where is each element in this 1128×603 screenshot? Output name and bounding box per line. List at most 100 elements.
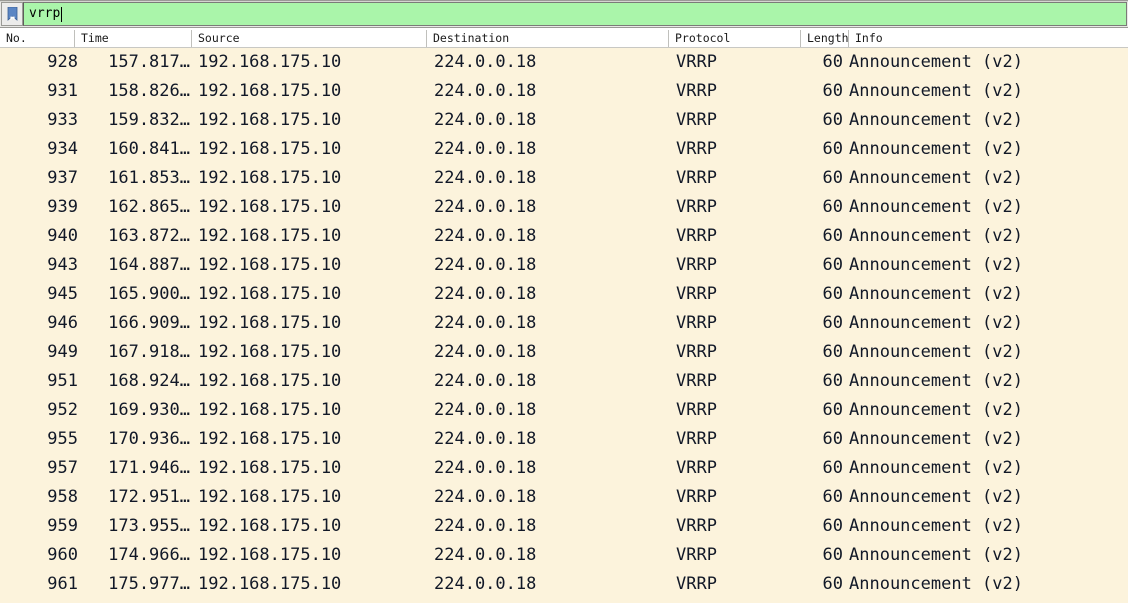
packet-cell-destination: 224.0.0.18 — [434, 110, 537, 130]
packet-row[interactable]: 939 162.865… 192.168.175.10 224.0.0.18 VRRP 6… — [0, 193, 1128, 222]
packet-row[interactable]: 934 160.841… 192.168.175.10 224.0.0.18 VRRP 6… — [0, 135, 1128, 164]
column-header-destination[interactable]: Destination — [426, 30, 668, 47]
packet-cell-info: Announcement (v2) — [849, 313, 1023, 333]
packet-cell-source: 192.168.175.10 — [198, 458, 342, 478]
packet-cell-length: 60 — [822, 487, 843, 507]
packet-cell-time: 159.832… — [108, 110, 190, 130]
packet-list-column-headers: No. Time Source Destination Protocol Len… — [0, 30, 1128, 48]
bookmark-icon-button[interactable] — [1, 2, 23, 26]
packet-cell-no: 940 — [47, 226, 78, 246]
packet-cell-time: 164.887… — [108, 255, 190, 275]
display-filter-input[interactable]: vrrp — [23, 2, 1127, 26]
packet-cell-info: Announcement (v2) — [849, 545, 1023, 565]
packet-row[interactable]: 951 168.924… 192.168.175.10 224.0.0.18 VRRP 6… — [0, 367, 1128, 396]
packet-cell-no: 928 — [47, 52, 78, 72]
packet-cell-no: 952 — [47, 400, 78, 420]
packet-cell-protocol: VRRP — [676, 313, 717, 333]
column-header-info[interactable]: Info — [848, 30, 1128, 47]
packet-row[interactable]: 957 171.946… 192.168.175.10 224.0.0.18 VRRP 6… — [0, 454, 1128, 483]
packet-cell-time: 174.966… — [108, 545, 190, 565]
packet-cell-destination: 224.0.0.18 — [434, 139, 537, 159]
packet-cell-time: 165.900… — [108, 284, 190, 304]
packet-cell-time: 161.853… — [108, 168, 190, 188]
packet-cell-source: 192.168.175.10 — [198, 197, 342, 217]
packet-cell-info: Announcement (v2) — [849, 516, 1023, 536]
column-header-length[interactable]: Length — [800, 30, 849, 47]
packet-cell-time: 167.918… — [108, 342, 190, 362]
packet-cell-length: 60 — [822, 574, 843, 594]
packet-row[interactable]: 943 164.887… 192.168.175.10 224.0.0.18 VRRP 6… — [0, 251, 1128, 280]
packet-cell-info: Announcement (v2) — [849, 110, 1023, 130]
packet-cell-source: 192.168.175.10 — [198, 516, 342, 536]
packet-cell-no: 959 — [47, 516, 78, 536]
packet-cell-source: 192.168.175.10 — [198, 110, 342, 130]
packet-cell-no: 946 — [47, 313, 78, 333]
packet-cell-info: Announcement (v2) — [849, 574, 1023, 594]
packet-row[interactable]: 959 173.955… 192.168.175.10 224.0.0.18 VRRP 6… — [0, 512, 1128, 541]
packet-cell-info: Announcement (v2) — [849, 52, 1023, 72]
column-header-no[interactable]: No. — [6, 31, 27, 45]
packet-row[interactable]: 945 165.900… 192.168.175.10 224.0.0.18 VRRP 6… — [0, 280, 1128, 309]
packet-cell-length: 60 — [822, 458, 843, 478]
packet-cell-length: 60 — [822, 516, 843, 536]
packet-list[interactable]: 928 157.817… 192.168.175.10 224.0.0.18 VRRP 6… — [0, 48, 1128, 603]
packet-cell-length: 60 — [822, 197, 843, 217]
packet-row[interactable]: 955 170.936… 192.168.175.10 224.0.0.18 VRRP 6… — [0, 425, 1128, 454]
packet-row[interactable]: 946 166.909… 192.168.175.10 224.0.0.18 VRRP 6… — [0, 309, 1128, 338]
packet-cell-time: 175.977… — [108, 574, 190, 594]
packet-cell-time: 158.826… — [108, 81, 190, 101]
packet-cell-protocol: VRRP — [676, 371, 717, 391]
column-header-protocol[interactable]: Protocol — [668, 30, 800, 47]
packet-cell-destination: 224.0.0.18 — [434, 487, 537, 507]
column-header-time[interactable]: Time — [74, 30, 191, 47]
packet-cell-time: 170.936… — [108, 429, 190, 449]
packet-cell-time: 172.951… — [108, 487, 190, 507]
packet-cell-length: 60 — [822, 168, 843, 188]
packet-cell-length: 60 — [822, 110, 843, 130]
packet-cell-source: 192.168.175.10 — [198, 255, 342, 275]
packet-cell-protocol: VRRP — [676, 168, 717, 188]
packet-cell-source: 192.168.175.10 — [198, 429, 342, 449]
packet-cell-info: Announcement (v2) — [849, 371, 1023, 391]
packet-cell-info: Announcement (v2) — [849, 197, 1023, 217]
packet-cell-length: 60 — [822, 429, 843, 449]
packet-row[interactable]: 952 169.930… 192.168.175.10 224.0.0.18 VRRP 6… — [0, 396, 1128, 425]
column-header-source[interactable]: Source — [191, 30, 426, 47]
packet-cell-no: 957 — [47, 458, 78, 478]
packet-cell-source: 192.168.175.10 — [198, 52, 342, 72]
packet-cell-length: 60 — [822, 313, 843, 333]
packet-row[interactable]: 937 161.853… 192.168.175.10 224.0.0.18 VRRP 6… — [0, 164, 1128, 193]
packet-row[interactable]: 960 174.966… 192.168.175.10 224.0.0.18 VRRP 6… — [0, 541, 1128, 570]
packet-row[interactable]: 928 157.817… 192.168.175.10 224.0.0.18 VRRP 6… — [0, 48, 1128, 77]
packet-cell-length: 60 — [822, 371, 843, 391]
packet-row[interactable]: 933 159.832… 192.168.175.10 224.0.0.18 VRRP 6… — [0, 106, 1128, 135]
packet-row[interactable]: 940 163.872… 192.168.175.10 224.0.0.18 VRRP 6… — [0, 222, 1128, 251]
packet-row[interactable]: 958 172.951… 192.168.175.10 224.0.0.18 VRRP 6… — [0, 483, 1128, 512]
packet-cell-protocol: VRRP — [676, 110, 717, 130]
packet-cell-length: 60 — [822, 284, 843, 304]
packet-cell-info: Announcement (v2) — [849, 284, 1023, 304]
packet-row[interactable]: 931 158.826… 192.168.175.10 224.0.0.18 VRRP 6… — [0, 77, 1128, 106]
packet-cell-destination: 224.0.0.18 — [434, 168, 537, 188]
packet-cell-source: 192.168.175.10 — [198, 400, 342, 420]
packet-cell-protocol: VRRP — [676, 139, 717, 159]
packet-cell-source: 192.168.175.10 — [198, 574, 342, 594]
packet-cell-source: 192.168.175.10 — [198, 284, 342, 304]
packet-cell-destination: 224.0.0.18 — [434, 342, 537, 362]
packet-cell-length: 60 — [822, 226, 843, 246]
packet-row[interactable]: 961 175.977… 192.168.175.10 224.0.0.18 VRRP 6… — [0, 570, 1128, 599]
display-filter-toolbar: vrrp — [0, 0, 1128, 28]
packet-cell-source: 192.168.175.10 — [198, 81, 342, 101]
packet-cell-protocol: VRRP — [676, 429, 717, 449]
packet-cell-length: 60 — [822, 81, 843, 101]
packet-cell-info: Announcement (v2) — [849, 168, 1023, 188]
packet-cell-length: 60 — [822, 342, 843, 362]
packet-cell-length: 60 — [822, 139, 843, 159]
packet-cell-no: 945 — [47, 284, 78, 304]
packet-row[interactable]: 949 167.918… 192.168.175.10 224.0.0.18 VRRP 6… — [0, 338, 1128, 367]
packet-cell-no: 958 — [47, 487, 78, 507]
packet-cell-no: 960 — [47, 545, 78, 565]
packet-cell-protocol: VRRP — [676, 487, 717, 507]
packet-cell-info: Announcement (v2) — [849, 400, 1023, 420]
packet-cell-no: 934 — [47, 139, 78, 159]
